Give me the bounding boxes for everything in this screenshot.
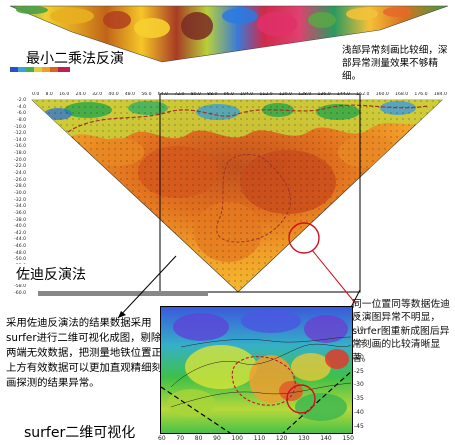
surfer-y-tick: -25 [354, 367, 364, 375]
zondi-y-tick: -14.0 [14, 137, 26, 143]
zondi-x-tick: 104.0 [240, 92, 254, 97]
surfer-x-tick: 120 [275, 435, 288, 442]
zondi-x-tick: 48.0 [124, 92, 136, 97]
zondi-y-tick: -26.0 [14, 177, 26, 183]
surfer-x-tick: 110 [253, 435, 266, 442]
surfer-y-tick: -10 [354, 325, 364, 333]
circle-pointer [311, 249, 357, 305]
zondi-x-ticks: 0.0 8.0 16.0 24.0 32.0 40.0 48.0 56.0 64… [32, 92, 447, 97]
surfer-x-tick: 60 [158, 435, 166, 442]
zondi-y-tick: -38.0 [14, 217, 26, 223]
zondi-y-tick: -32.0 [14, 197, 26, 203]
zondi-x-tick: 16.0 [59, 92, 70, 97]
zondi-x-tick: 40.0 [108, 92, 119, 97]
surfer-image [161, 307, 352, 433]
surfer-x-tick: 130 [298, 435, 310, 442]
least-squares-image [9, 5, 449, 72]
zondi-image [31, 93, 443, 296]
zondi-x-tick: 112.0 [259, 92, 273, 97]
surfer-section [160, 306, 353, 434]
zondi-y-tick: -46.0 [14, 244, 26, 250]
surfer-y-tick: -40 [354, 409, 364, 417]
zondi-y-tick: -28.0 [14, 184, 26, 190]
zondi-y-tick: -12.0 [14, 131, 26, 137]
zondi-x-tick: 32.0 [91, 92, 103, 97]
zondi-x-tick: 24.0 [75, 92, 86, 97]
least-squares-note: 浅部异常刻画比较细，深部异常测量效果不够精细。 [342, 45, 448, 82]
zondi-x-tick: 176.0 [414, 92, 428, 97]
surfer-y-tick: -35 [354, 395, 364, 403]
zondi-x-tick: 64.0 [157, 92, 169, 97]
surfer-y-tick: -5 [354, 312, 360, 319]
zondi-x-tick: 168.0 [395, 92, 409, 97]
zondi-x-tick: 8.0 [45, 92, 53, 97]
zondi-x-tick: 128.0 [298, 92, 312, 97]
surfer-x-tick: 140 [320, 435, 332, 442]
zondi-y-tick: -4.0 [17, 104, 26, 110]
surfer-x-tick: 70 [176, 435, 185, 442]
surfer-y-tick: -45 [354, 423, 364, 430]
zondi-y-tick: -16.0 [14, 144, 26, 150]
zondi-y-tick: -24.0 [14, 171, 26, 177]
zondi-title: 佐迪反演法 [14, 264, 88, 284]
surfer-title: surfer二维可视化 [24, 425, 136, 441]
method-note: 采用佐迪反演法的结果数据采用surfer进行二维可视化成图，剔除两端无效数据，把… [6, 317, 162, 389]
surfer-y-ticks: -5 -10 -15 -20 -25 -30 -35 -40 -45 [354, 312, 364, 430]
zondi-x-tick: 0.0 [32, 92, 40, 97]
least-squares-section: 最小二乘法反演 浅部异常刻画比较细，深部异常测量效果不够精细。 [2, 2, 453, 88]
surfer-y-tick: -30 [354, 381, 364, 389]
zondi-y-tick: -2.0 [17, 98, 26, 103]
zondi-x-tick: 160.0 [375, 92, 389, 97]
zondi-x-tick: 96.0 [223, 92, 234, 97]
zondi-y-tick: -6.0 [17, 111, 26, 117]
surfer-y-tick: -15 [354, 339, 364, 347]
comparison-note: 同一位置同等数据佐迪反演图异常不明显，surfer图重新成图后异常刻画的比较清晰… [352, 299, 450, 364]
surfer-y-tick: -20 [354, 353, 364, 361]
surfer-x-tick: 100 [231, 435, 243, 442]
zondi-y-tick: -30.0 [14, 190, 26, 196]
zondi-y-tick: -58.0 [14, 283, 26, 289]
zondi-x-tick: 152.0 [356, 92, 370, 97]
surfer-x-ticks: 60 70 80 90 100 110 120 130 140 150 [158, 435, 354, 442]
zondi-y-tick: -48.0 [14, 250, 26, 256]
zondi-y-tick: -44.0 [14, 237, 26, 243]
zondi-x-tick: 72.0 [174, 92, 185, 97]
zondi-y-tick: -60.0 [14, 290, 26, 296]
zondi-y-tick: -22.0 [14, 164, 26, 170]
surfer-x-tick: 80 [194, 435, 203, 442]
zondi-y-tick: -18.0 [14, 151, 26, 157]
surfer-x-tick: 150 [342, 435, 354, 442]
zondi-section: 0.0 8.0 16.0 24.0 32.0 40.0 48.0 56.0 64… [28, 92, 453, 300]
zondi-x-tick: 80.0 [190, 92, 201, 97]
zondi-x-tick: 88.0 [207, 92, 218, 97]
zondi-y-tick: -42.0 [14, 230, 26, 236]
zondi-y-tick: -10.0 [14, 124, 26, 130]
zondi-y-tick: -50.0 [14, 257, 26, 263]
zondi-y-tick: -34.0 [14, 204, 26, 210]
zondi-y-tick: -40.0 [14, 224, 26, 230]
least-squares-title: 最小二乘法反演 [26, 51, 124, 67]
zondi-x-tick: 136.0 [317, 92, 331, 97]
zondi-y-tick: -8.0 [17, 117, 26, 123]
zondi-x-tick: 120.0 [278, 92, 292, 97]
zondi-x-tick: 56.0 [141, 92, 152, 97]
zondi-x-tick: 184.0 [433, 92, 447, 97]
surfer-x-tick: 90 [213, 435, 221, 442]
zondi-y-tick: -20.0 [14, 157, 26, 163]
zondi-y-tick: -36.0 [14, 210, 26, 216]
left-arrow [117, 255, 177, 319]
zondi-x-tick: 144.0 [336, 92, 351, 97]
